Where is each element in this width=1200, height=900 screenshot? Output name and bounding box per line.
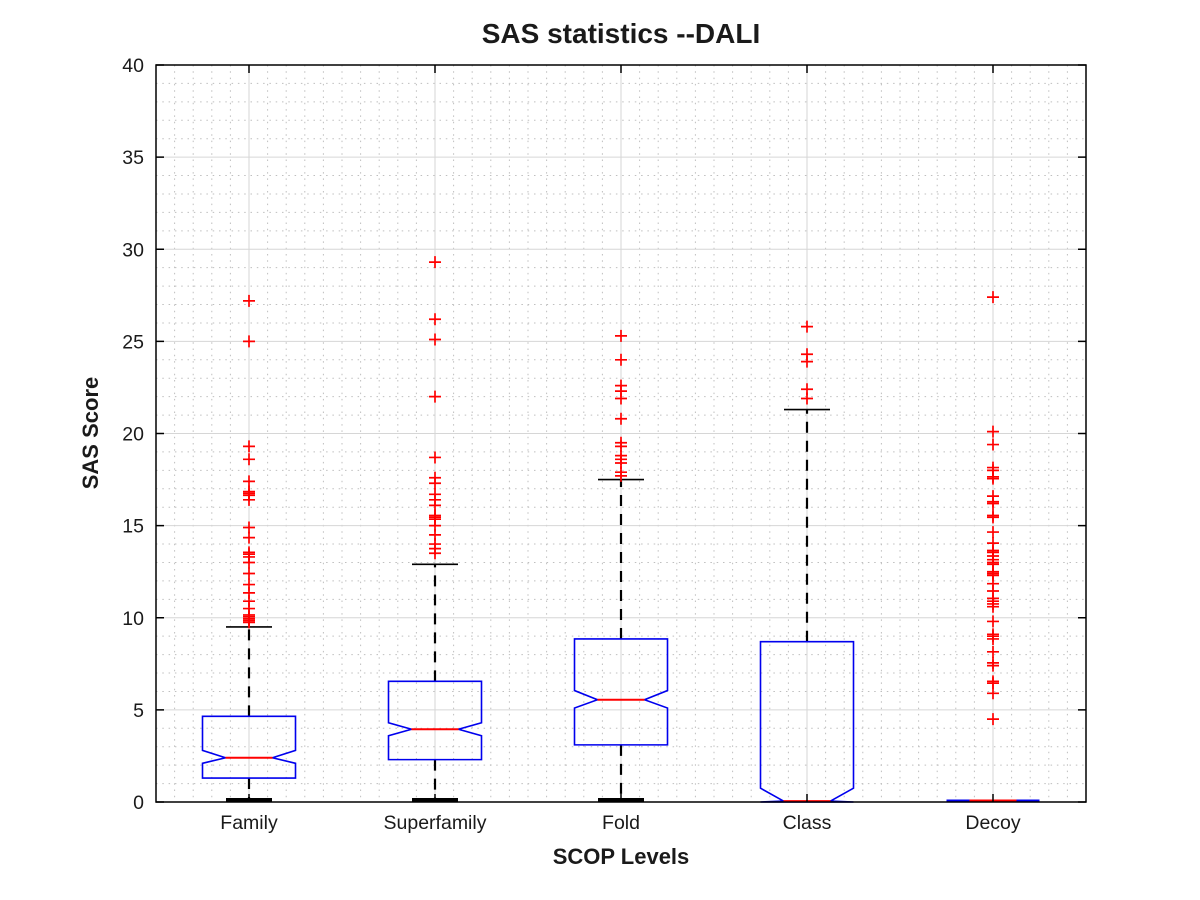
outlier-marker: [429, 499, 441, 512]
outlier-marker: [615, 412, 627, 425]
y-tick-label: 0: [133, 792, 144, 814]
outlier-marker: [987, 713, 999, 726]
outlier-marker: [615, 353, 627, 366]
outlier-marker: [243, 616, 255, 629]
outlier-marker: [987, 526, 999, 539]
y-tick-label: 15: [122, 516, 144, 538]
outlier-marker: [243, 531, 255, 544]
outlier-marker: [987, 291, 999, 304]
x-category-label: Class: [783, 812, 832, 834]
outlier-marker: [987, 645, 999, 658]
x-category-label: Family: [220, 812, 278, 834]
boxplot-family: [201, 294, 297, 802]
notched-box: [573, 638, 669, 746]
outlier-marker: [987, 497, 999, 510]
outlier-marker: [987, 425, 999, 438]
outlier-marker: [243, 453, 255, 466]
x-category-label: Decoy: [965, 812, 1021, 834]
outlier-marker: [243, 521, 255, 534]
outlier-marker: [801, 320, 813, 333]
outlier-marker: [243, 294, 255, 307]
outlier-marker: [243, 493, 255, 506]
box-layer: [201, 256, 1040, 803]
outlier-marker: [987, 600, 999, 613]
y-tick-label: 25: [122, 331, 144, 353]
outlier-marker: [243, 335, 255, 348]
outlier-marker: [987, 472, 999, 485]
x-category-label: Fold: [602, 812, 640, 834]
chart-title: SAS statistics --DALI: [482, 18, 761, 49]
outlier-marker: [801, 392, 813, 405]
outlier-marker: [429, 390, 441, 403]
outlier-marker: [987, 659, 999, 672]
category-label-layer: Family Superfamily Fold Class Decoy: [220, 812, 1021, 834]
x-category-label: Superfamily: [384, 812, 487, 834]
y-axis-label: SAS Score: [78, 377, 103, 490]
outlier-marker: [429, 333, 441, 346]
grid-minor-layer: [156, 65, 1086, 802]
grid-major-layer: [156, 65, 1086, 802]
outlier-marker: [615, 392, 627, 405]
outlier-marker: [429, 477, 441, 490]
outlier-marker: [243, 475, 255, 488]
boxplot-superfamily: [387, 256, 483, 802]
outlier-marker: [987, 687, 999, 700]
outlier-marker: [987, 438, 999, 451]
outlier-marker: [429, 256, 441, 269]
outlier-marker: [243, 567, 255, 580]
x-axis-label: SCOP Levels: [553, 844, 690, 869]
y-tick-label: 35: [122, 147, 144, 169]
outlier-marker: [429, 313, 441, 326]
outlier-marker: [429, 451, 441, 464]
y-tick-label: 40: [122, 55, 144, 77]
outlier-marker: [987, 677, 999, 690]
outlier-marker: [987, 511, 999, 524]
notched-box: [201, 715, 297, 779]
y-tick-label: 10: [122, 608, 144, 630]
outlier-marker: [987, 615, 999, 628]
outlier-marker: [615, 329, 627, 342]
y-tick-label: 5: [133, 700, 144, 722]
notched-box: [387, 680, 483, 761]
outlier-marker: [243, 440, 255, 453]
y-tick-label: 30: [122, 239, 144, 261]
y-tick-label: 20: [122, 424, 144, 446]
outlier-marker: [243, 556, 255, 569]
outlier-marker: [987, 632, 999, 645]
tick-layer: [156, 64, 1086, 803]
outlier-marker: [615, 469, 627, 482]
outlier-marker: [801, 355, 813, 368]
outlier-marker: [429, 547, 441, 560]
tick-label-layer: 0 5 10 15 20 25 30 35 40: [122, 55, 144, 814]
